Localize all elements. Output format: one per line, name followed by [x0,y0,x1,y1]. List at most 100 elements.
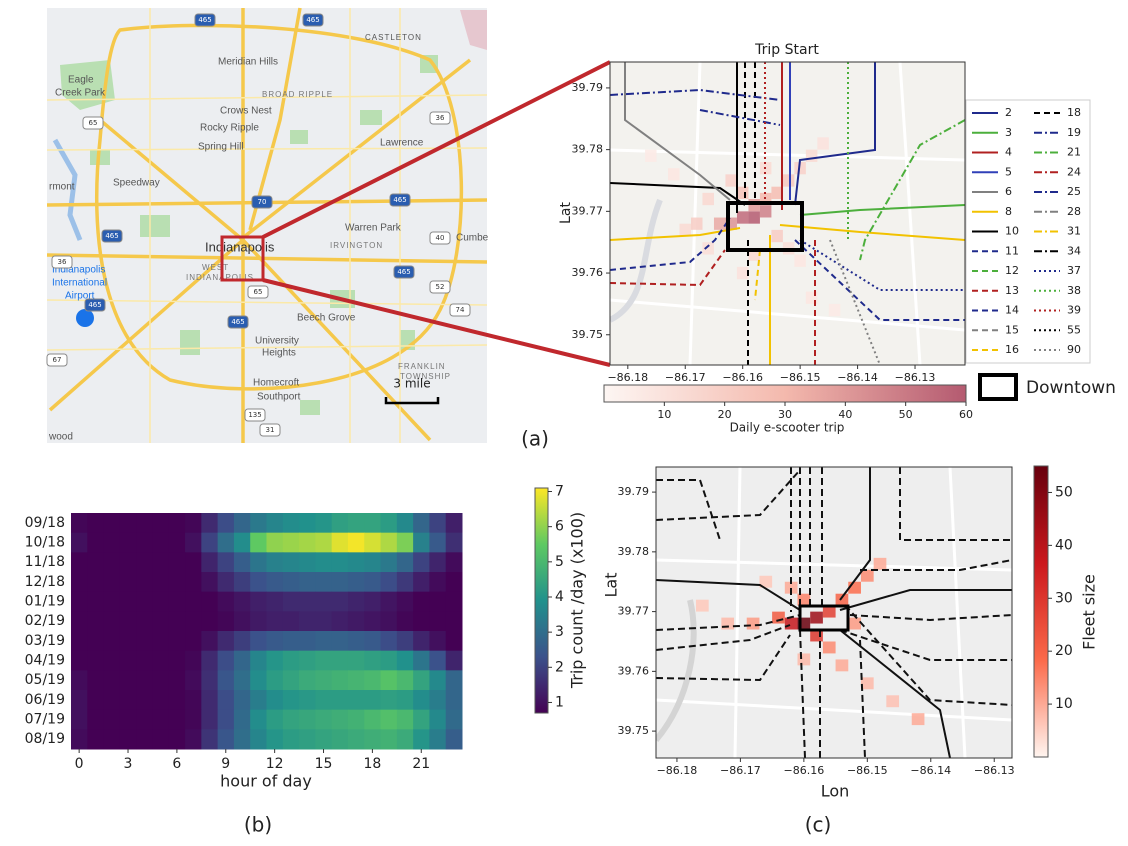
heat-cell [233,591,251,612]
heat-cell [860,677,874,690]
heat-cell [87,572,105,593]
heat-cell [782,174,795,187]
shield [244,408,266,422]
heat-cell [911,713,925,726]
heat-cell [396,532,414,553]
heat-cell [364,552,382,573]
shield-label: 465 [393,196,406,204]
heat-cell [87,729,105,750]
heat-cell [282,650,300,671]
y-tick-label: 10/18 [25,535,65,551]
heat-cell [201,631,219,652]
heat-cell [282,631,300,652]
heat-cell [364,729,382,750]
heat-cell [282,532,300,553]
map-label: Speedway [113,178,160,189]
heat-cell [250,532,267,553]
y-tick-label: 39.75 [618,724,650,737]
legend-label: 15 [1005,323,1019,336]
heat-cell [429,572,447,593]
heat-cell [87,670,105,691]
heat-cell [266,532,284,553]
panel-a-plot: Trip Start Lat Downtown Daily e-scooter … [521,42,1116,451]
heat-cell [805,149,818,162]
heat-cell [282,670,300,691]
x-tick-label: 9 [221,756,230,772]
heat-cell [805,291,818,304]
zoom-line [262,278,611,367]
y-tick-label: 03/19 [25,633,65,649]
heat-cell [331,631,349,652]
shield-label: 52 [436,283,445,291]
legend-label: 6 [1005,185,1012,198]
map-label: Indianapolis [52,265,105,276]
bus-routes [610,62,965,365]
shield [429,111,451,125]
heat-cell [71,513,88,534]
heat-cell [103,552,121,573]
heat-cell [347,572,365,593]
legend-label: 31 [1067,225,1081,238]
colorbar [1033,465,1049,758]
heat-cell [266,650,284,671]
x-tick-label: 21 [412,756,430,772]
legend-label: 8 [1005,205,1012,218]
heat-cell [347,611,365,632]
heat-cell [217,690,235,711]
heat-cell [250,670,267,691]
y-axis-label: Lat [558,202,574,224]
heat-cell [136,690,153,711]
colorbar-tick-label: 50 [1055,484,1073,500]
heat-cell [429,611,447,632]
heat-cell [429,513,447,534]
heat-cell [282,513,300,534]
heat-cell [835,659,849,672]
heat-cell [250,709,267,730]
panel-b: hour of day Trip count /day (x100) (b) [71,512,587,837]
heat-cell [250,513,267,534]
heat-cell [266,690,284,711]
shield-label: 70 [258,198,267,206]
heat-cell [185,690,202,711]
heat-cell [331,611,349,632]
heat-cell [347,552,365,573]
legend-label: 12 [1005,264,1019,277]
heat-cell [71,670,88,691]
heat-cell [250,611,267,632]
heat-cell [315,631,333,652]
heat-cell [380,552,398,573]
heat-cell [797,653,811,666]
heat-cell [771,186,783,199]
heat-cell [103,709,121,730]
heat-cell [282,611,300,632]
heat-cell [136,591,153,612]
legend-label: 13 [1005,284,1019,297]
heat-cell [233,572,251,593]
x-tick-label: 6 [172,756,181,772]
colorbar-tick-label: 60 [959,408,973,421]
colorbar-tick-label: 30 [778,408,792,421]
legend-label: 5 [1005,165,1012,178]
heat-cell [396,650,414,671]
heat-cell [201,572,219,593]
heat-cell [396,690,414,711]
heat-cell [152,572,170,593]
colorbar [603,384,967,403]
y-tick-label: 06/19 [25,692,65,708]
heat-cell [299,729,316,750]
caption: (b) [244,813,272,837]
map-label: INDIANAPOLIS [186,273,254,282]
heat-cell [364,572,382,593]
heat-cell [794,161,806,175]
heat-cell [103,670,121,691]
shield [429,231,451,245]
shield [51,255,73,269]
heat-cell [168,670,186,691]
shield [393,265,415,279]
heat-cell [103,650,121,671]
heat-cell [797,617,811,630]
map-label: Lawrence [380,138,424,149]
heat-cell [690,217,703,230]
heat-cell [413,532,430,553]
heat-cell [695,599,709,612]
